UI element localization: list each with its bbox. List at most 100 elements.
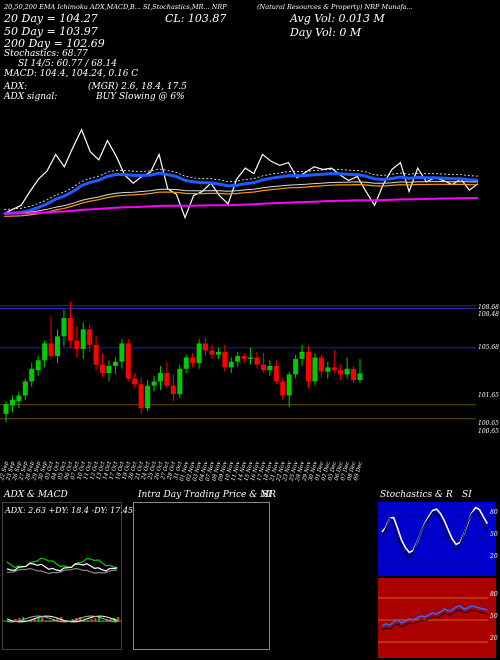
candle-body xyxy=(254,357,260,365)
si-label: SI 14/5: 60.77 / 68.14 xyxy=(18,59,117,69)
date-tick-label: 21 Oct xyxy=(134,460,145,481)
candle-body xyxy=(164,373,170,386)
candle-body xyxy=(61,318,67,337)
ema200-line xyxy=(4,196,479,215)
candle-body xyxy=(132,378,138,385)
candle-body xyxy=(183,357,189,369)
candle-body xyxy=(3,404,9,414)
date-tick-label: 02 Nov xyxy=(186,460,197,482)
candle-body xyxy=(22,381,28,396)
candle-body xyxy=(74,340,80,350)
candle-body xyxy=(203,343,209,351)
macd-histogram-bar xyxy=(48,620,51,622)
candle-body xyxy=(125,343,131,379)
adx-signal-label: ADX signal: xyxy=(4,92,58,102)
candle-body xyxy=(177,368,183,395)
macd-histogram-bar xyxy=(105,620,108,622)
ema200-label: 200 Day = 102.69 xyxy=(4,37,105,50)
si-level-20: 20 xyxy=(490,635,498,642)
si-signal-line xyxy=(381,609,488,631)
date-tick-label: 26 Sep xyxy=(12,461,23,483)
macd-histogram-bar xyxy=(94,618,97,622)
date-tick-label: 27 Sep xyxy=(18,461,29,483)
price-label-2: 108.48 xyxy=(478,311,499,318)
macd-histogram-bar xyxy=(56,618,59,622)
date-tick-label: 27 Oct xyxy=(160,460,171,481)
date-tick-label: 10 Nov xyxy=(224,460,235,482)
stochastics-title: Stochastics & R xyxy=(380,490,453,500)
date-tick-label: 08 Nov xyxy=(211,460,222,482)
ema20-label: 20 Day = 104.27 xyxy=(4,12,98,25)
si-line xyxy=(381,605,488,627)
date-tick-label: 28 Oct xyxy=(166,460,177,481)
price-label-5: 100.65 xyxy=(478,420,499,427)
date-tick-label: 23 Sep xyxy=(5,461,16,483)
si-panel: 80 50 20 xyxy=(378,578,498,658)
macd-histogram-bar xyxy=(41,617,44,622)
candle-body xyxy=(48,343,54,357)
date-tick-label: 08 Dec xyxy=(347,461,358,481)
date-tick-label: 06 Oct xyxy=(64,460,75,480)
date-tick-label: 30 Nov xyxy=(308,460,319,482)
adx-macd-title: ADX & MACD xyxy=(4,490,68,500)
date-tick-label: 14 Nov xyxy=(237,460,248,482)
date-tick-label: 18 Nov xyxy=(263,460,274,482)
candle-body xyxy=(112,361,118,366)
ema20-shadow-line xyxy=(3,168,479,210)
candle-body xyxy=(248,357,254,359)
avg-volume-label: Avg Vol: 0.013 M xyxy=(290,12,385,25)
candle-body xyxy=(299,351,305,359)
adx-panel: ADX: 2.63 +DY: 18.4 -DY: 17.45 xyxy=(2,502,133,650)
macd-histogram-bar xyxy=(18,618,21,622)
macd-histogram-bar xyxy=(67,620,70,622)
adx-minus-line xyxy=(6,562,118,572)
candle-body xyxy=(151,381,157,386)
macd-histogram-bar xyxy=(90,619,93,622)
date-tick-label: 22 Sep xyxy=(0,461,10,483)
macd-histogram-bar xyxy=(83,621,85,622)
adx-label: ADX: xyxy=(4,82,28,92)
date-tick-label: 10 Oct xyxy=(77,460,88,480)
price-label-6: 100.65 xyxy=(478,428,499,435)
ema50-label: 50 Day = 103.97 xyxy=(4,25,98,38)
macd-histogram-bar xyxy=(79,617,82,622)
header-right-strip: (Natural Resources & Property) NRP Munaf… xyxy=(257,3,413,11)
date-tick-label: 15 Nov xyxy=(244,460,255,482)
candle-body xyxy=(318,357,324,372)
date-tick-label: 24 Oct xyxy=(141,460,152,481)
date-tick-label: 01 Dec xyxy=(314,461,325,481)
date-tick-label: 07 Oct xyxy=(70,460,81,480)
macd-histogram-bar xyxy=(86,620,89,622)
stochastics-panel: 80 50 20 xyxy=(378,502,498,576)
candle-body xyxy=(190,357,196,364)
si-level-80: 80 xyxy=(490,591,498,598)
candle-body xyxy=(196,343,202,364)
candle-body xyxy=(351,368,357,381)
candle-body xyxy=(67,318,73,341)
price-label-4: 101.65 xyxy=(478,392,499,399)
price-label-3: 105.68 xyxy=(478,344,499,351)
date-tick-label: 03 Oct xyxy=(44,460,55,480)
candle-body xyxy=(93,344,99,365)
candle-body xyxy=(9,399,15,406)
stochastic-k-line xyxy=(381,509,488,559)
stoch-level-20: 20 xyxy=(490,553,498,560)
candle-body xyxy=(138,384,144,409)
candle-body xyxy=(286,374,292,396)
date-tick-label: 22 Nov xyxy=(275,460,286,483)
date-tick-label: 14 Oct xyxy=(102,460,113,480)
date-tick-label: 25 Nov xyxy=(288,460,299,483)
close-label: CL: 103.87 xyxy=(165,12,227,25)
macd-histogram-bar xyxy=(45,621,47,622)
date-tick-label: 25 Oct xyxy=(147,460,158,481)
date-tick-label: 28 Sep xyxy=(25,461,36,483)
candle-body xyxy=(338,370,344,375)
stoch-level-50: 50 xyxy=(490,531,498,538)
candlestick-price-chart xyxy=(0,301,476,423)
candle-body xyxy=(280,381,286,396)
macd-histogram-bar xyxy=(29,620,32,622)
candle-body xyxy=(357,373,363,381)
stoch-level-80: 80 xyxy=(490,509,498,516)
candle-body xyxy=(80,329,86,350)
date-tick-label: 11 Nov xyxy=(231,460,242,482)
